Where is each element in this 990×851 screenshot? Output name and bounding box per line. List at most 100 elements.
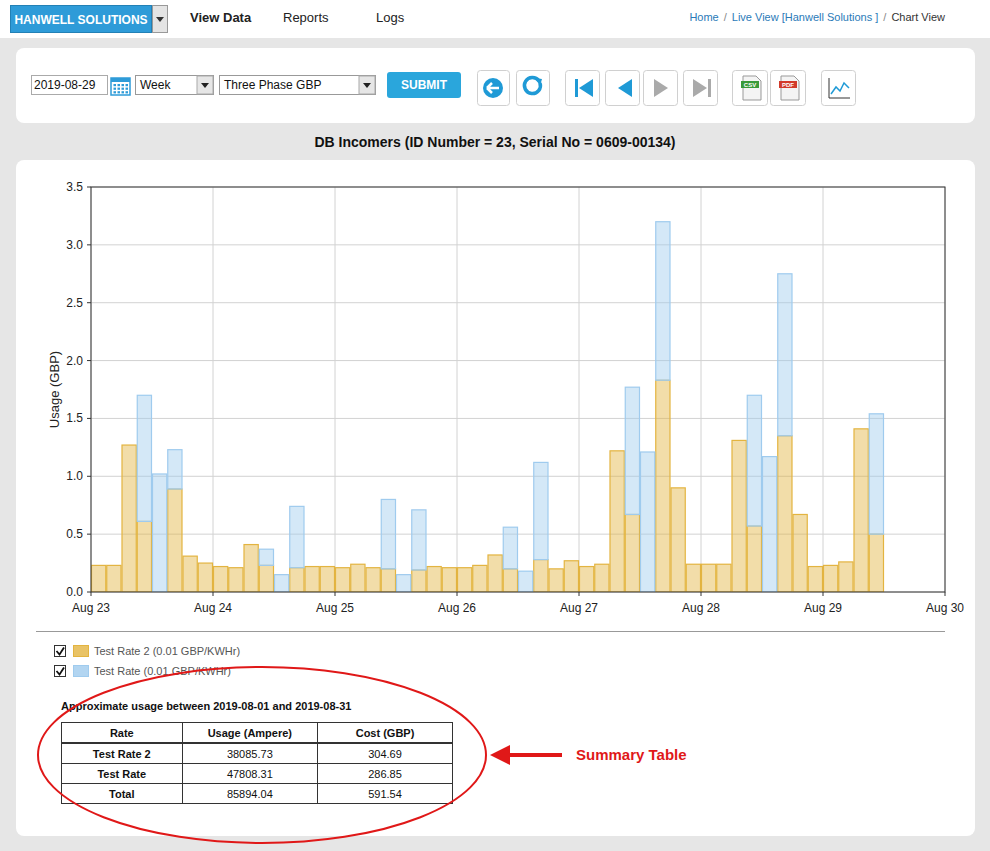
prev-tri bbox=[618, 79, 632, 97]
breadcrumb-separator: / bbox=[724, 11, 727, 23]
bar bbox=[732, 440, 746, 592]
nav-link[interactable]: Reports bbox=[283, 10, 329, 25]
summary-cell: Test Rate bbox=[62, 764, 183, 784]
x-grid-line bbox=[701, 187, 702, 592]
x-tick-label: Aug 26 bbox=[438, 601, 476, 615]
calendar-cell bbox=[126, 84, 129, 86]
y-grid-line bbox=[91, 302, 945, 303]
calendar-cell bbox=[126, 91, 129, 93]
breadcrumb-item[interactable]: Home bbox=[689, 11, 718, 23]
summary-title: Approximate usage between 2019-08-01 and… bbox=[61, 700, 351, 712]
y-tick bbox=[87, 534, 91, 535]
brand-button[interactable]: HANWELL SOLUTIONS bbox=[10, 5, 152, 33]
summary-row: Test Rate 238085.73304.69 bbox=[62, 743, 453, 764]
nav-link[interactable]: View Data bbox=[190, 10, 251, 25]
x-tick-label: Aug 28 bbox=[682, 601, 720, 615]
summary-header-cell: Cost (GBP) bbox=[318, 723, 453, 744]
bar bbox=[427, 567, 441, 592]
legend-label[interactable]: Test Rate 2 (0.01 GBP/KWHr) bbox=[94, 645, 240, 657]
bar bbox=[549, 569, 563, 592]
legend-swatch bbox=[74, 646, 89, 657]
y-tick-label: 1.5 bbox=[66, 411, 83, 425]
y-tick bbox=[87, 592, 91, 593]
bar bbox=[641, 452, 655, 592]
y-tick bbox=[87, 187, 91, 188]
bar bbox=[610, 451, 624, 592]
select-arrow-tri bbox=[363, 83, 371, 88]
bar bbox=[824, 565, 838, 592]
summary-cell: 304.69 bbox=[318, 743, 453, 764]
icon-button[interactable] bbox=[822, 71, 856, 106]
bar bbox=[534, 560, 548, 592]
bar bbox=[580, 567, 594, 592]
bar bbox=[503, 569, 517, 592]
bar bbox=[763, 457, 777, 592]
bar bbox=[320, 567, 334, 592]
summary-header-row: RateUsage (Ampere)Cost (GBP) bbox=[62, 723, 453, 744]
chart-icon-axes bbox=[829, 78, 850, 98]
last-bar bbox=[708, 79, 711, 97]
icon-button[interactable] bbox=[644, 71, 678, 106]
date-input[interactable]: 2019-08-29 bbox=[31, 75, 108, 95]
bar bbox=[793, 514, 807, 592]
calendar-body[interactable] bbox=[111, 78, 130, 95]
icon-button[interactable] bbox=[684, 71, 718, 106]
annotation-ellipse bbox=[38, 667, 486, 843]
nav-link[interactable]: Logs bbox=[376, 10, 404, 25]
bar bbox=[839, 562, 853, 592]
bar bbox=[351, 564, 365, 592]
x-grid-line bbox=[457, 187, 458, 592]
summary-table: RateUsage (Ampere)Cost (GBP)Test Rate 23… bbox=[61, 722, 453, 804]
export-label: PDF bbox=[782, 82, 794, 88]
calendar-cell bbox=[114, 91, 117, 93]
calendar-cell bbox=[114, 84, 117, 86]
summary-cell: 85894.04 bbox=[182, 784, 317, 804]
bar bbox=[595, 564, 609, 592]
calendar-cell bbox=[118, 91, 121, 93]
bar bbox=[92, 565, 106, 592]
y-tick-label: 3.0 bbox=[66, 238, 83, 252]
y-tick-label: 2.0 bbox=[66, 354, 83, 368]
x-grid-line bbox=[823, 187, 824, 592]
bar bbox=[198, 563, 212, 592]
bar bbox=[625, 387, 639, 514]
bar bbox=[259, 565, 273, 592]
select-arrow-tri bbox=[201, 83, 209, 88]
y-tick-label: 1.0 bbox=[66, 469, 83, 483]
submit-button[interactable]: SUBMIT bbox=[387, 72, 461, 98]
bar bbox=[183, 556, 197, 592]
breadcrumb-item[interactable]: Live View [Hanwell Solutions ] bbox=[732, 11, 879, 23]
summary-row: Test Rate47808.31286.85 bbox=[62, 764, 453, 784]
icon-button[interactable] bbox=[606, 71, 640, 106]
icon-button[interactable] bbox=[771, 71, 806, 106]
y-grid-line bbox=[91, 476, 945, 477]
icon-button[interactable] bbox=[566, 71, 600, 106]
brand-dropdown-box[interactable] bbox=[153, 6, 168, 33]
x-tick-label: Aug 27 bbox=[560, 601, 598, 615]
x-grid-line bbox=[579, 187, 580, 592]
calendar-cell bbox=[122, 91, 125, 93]
legend-separator bbox=[36, 631, 945, 632]
bar bbox=[290, 506, 304, 567]
icon-button[interactable] bbox=[478, 71, 510, 106]
bar bbox=[778, 436, 792, 592]
bar bbox=[397, 575, 411, 592]
summary-cell: Total bbox=[62, 784, 183, 804]
x-tick bbox=[91, 592, 92, 596]
bar bbox=[305, 567, 319, 592]
select-arrow-box bbox=[359, 76, 375, 94]
calendar-cell bbox=[114, 88, 117, 90]
summary-cell: 286.85 bbox=[318, 764, 453, 784]
brand-dropdown bbox=[152, 5, 168, 33]
x-tick bbox=[945, 592, 946, 596]
y-tick-label: 0.5 bbox=[66, 527, 83, 541]
bar bbox=[854, 429, 868, 592]
icon-button[interactable] bbox=[517, 71, 550, 106]
icon-button[interactable] bbox=[733, 71, 768, 106]
legend-checkbox[interactable] bbox=[55, 646, 66, 657]
legend-checkbox[interactable] bbox=[55, 666, 66, 677]
back-arrow bbox=[487, 83, 499, 93]
x-grid-line bbox=[213, 187, 214, 592]
select[interactable]: Three Phase GBP bbox=[219, 75, 376, 95]
calendar-cell bbox=[122, 84, 125, 86]
